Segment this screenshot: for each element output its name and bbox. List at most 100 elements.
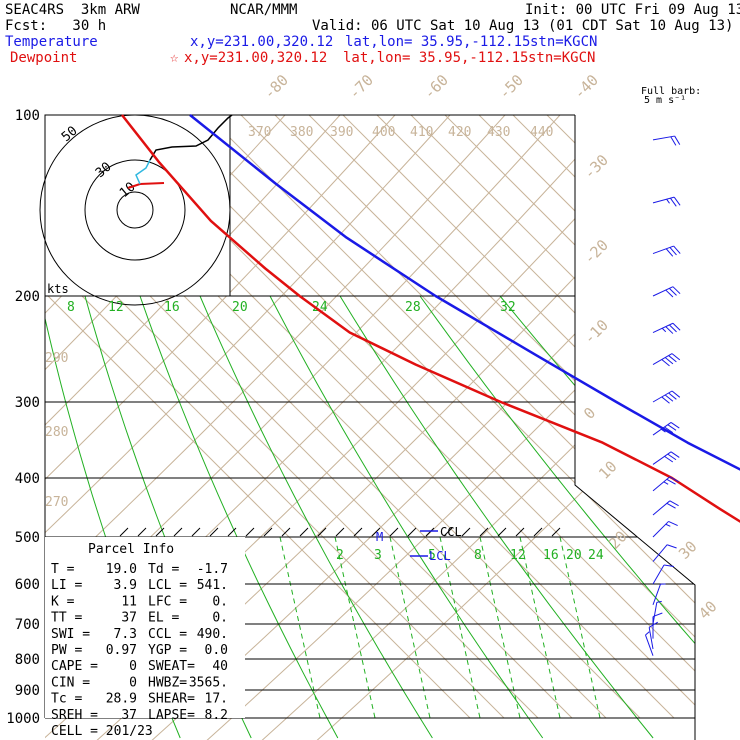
temperature-label: Temperature [5,34,98,50]
mixing-ratio-label: 24 [588,548,604,563]
dry-adiabat [45,115,561,740]
moist-adiabat [269,295,544,739]
cloud-tick [389,527,399,537]
isotherm-line [512,115,695,719]
mixing-ratio-line [479,536,521,719]
cloud-tick [407,527,417,537]
cloud-tick [263,527,273,537]
isotherm-label: 30 [675,537,701,563]
isotherm-line [45,115,471,719]
parcel-value: 17. [205,692,228,707]
wind-barb-flag [661,359,670,367]
wind-barb-shaft [652,245,674,255]
isotherm-line [45,115,539,719]
cloud-tick [515,527,525,537]
mixing-ratio-line [334,536,376,719]
wind-barb-flag [671,390,681,398]
parcel-value: 19.0 [106,562,137,577]
hodograph-ring [39,114,231,306]
parcel-cell: CELL = 201/23 [51,724,153,739]
isotherm-line [206,115,695,719]
hodograph-trace-mid [135,159,151,185]
wind-barb [652,422,680,436]
wind-barb-flag [666,544,677,549]
barb-legend-title: Full barb: [641,86,702,97]
theta-label: 380 [290,125,313,140]
wind-barb-shaft [652,500,671,516]
parcel-value: 0.97 [106,643,137,658]
wind-barb-shaft [652,602,658,625]
dewpoint-latlon: lat,lon= 35.95,-112.15 [343,50,529,66]
isotherm-label: -30 [580,151,612,183]
cloud-tick [425,527,435,537]
wind-barb-flag [674,135,681,145]
wind-barb-flag [645,631,650,636]
wind-barb-flag [667,424,677,431]
isotherm-line [342,115,695,719]
model-title: SEAC4RS 3km ARW [5,2,140,18]
cloud-tick [371,527,381,537]
dewpoint-station: stn=KGCN [528,50,596,66]
parcel-key: CCL = [148,627,187,642]
wind-barb-flag [666,478,676,485]
wind-barb-shaft [652,583,661,605]
temperature-latlon: lat,lon= 35.95,-112.15 [345,34,531,50]
wind-barb [652,583,666,605]
theta-label: 370 [248,125,271,140]
pressure-label: 600 [15,577,40,593]
parcel-key: Td = [148,562,179,577]
cloud-tick [335,527,345,537]
mixing-ratio-label: 3 [374,548,382,563]
isotherm-label: -20 [580,236,612,268]
wind-barb-flag [665,523,671,527]
parcel-key: SWEAT= [148,659,195,674]
barb-legend-units: 5 m s⁻¹ [644,95,687,106]
cloud-tick [497,527,507,537]
wind-barb [652,196,681,207]
isotherm-line [614,115,695,719]
wind-barb [652,390,681,404]
mixing-ratio-line [439,536,481,719]
theta-label: 440 [530,125,553,140]
isotherm-line [580,115,695,719]
hodograph-ring [116,191,154,229]
wind-barb-flag [670,422,680,429]
parcel-value: 28.9 [106,692,137,707]
wind-barb [652,476,679,492]
hodograph-ring [84,159,186,261]
wind-barb-flag [663,564,674,568]
hodograph-trace-high [149,114,233,161]
wind-barb [652,600,662,625]
mixing-ratio-label: 20 [566,548,582,563]
cloud-tick [227,527,237,537]
cloud-tick [533,527,543,537]
pressure-label: 900 [15,683,40,699]
mixing-ratio-label: 16 [543,548,559,563]
temperature-xy: x,y=231.00,320.12 [190,34,334,50]
wind-barb [652,245,681,257]
cloud-tick [119,527,129,537]
wind-barb-flag [672,286,681,295]
dry-adiabat [311,115,695,740]
mixing-ratio-line [389,536,431,719]
wind-barb-flag [669,247,677,256]
isotherm-label: 10 [595,457,621,483]
theta-label: 280 [45,425,68,440]
parcel-value: 0. [212,611,228,626]
wind-barb-shaft [652,390,673,403]
wind-barb [652,564,674,585]
cloud-tick [155,527,165,537]
parcel-key: EL = [148,611,179,626]
parcel-key: LAPSE= [148,708,195,723]
wind-barb-shaft [652,196,675,204]
parcel-key: SHEAR= [148,692,195,707]
wind-barb-shaft [652,451,672,465]
temperature-station: stn=KGCN [530,34,598,50]
mixing-ratio-label: 12 [108,300,124,315]
wind-barb [652,451,680,465]
dry-adiabat [45,115,506,740]
wind-barb-flag [668,520,678,527]
wind-barb-flag [663,481,669,485]
dewpoint-label: Dewpoint [10,50,78,66]
wind-barb-flag [656,600,662,603]
